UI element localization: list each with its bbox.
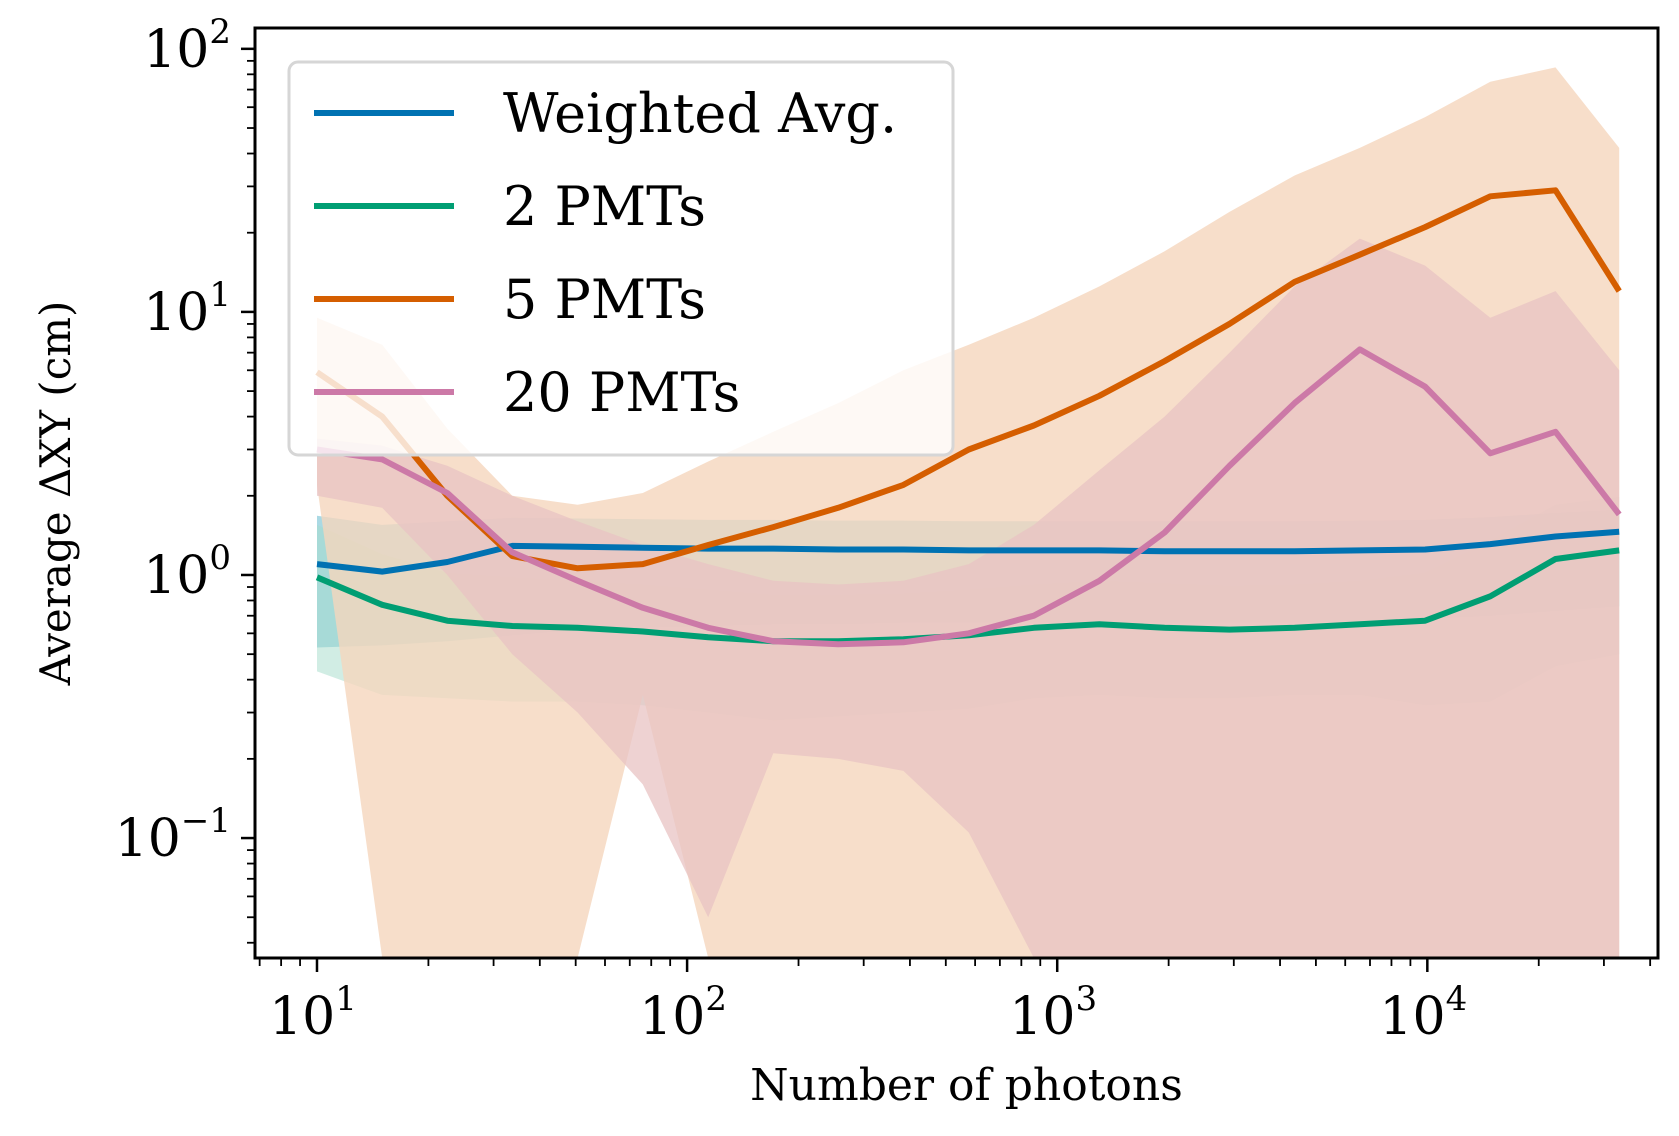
- band-20-pmts: [317, 238, 1620, 959]
- y-tick-label: 101: [143, 275, 231, 343]
- x-tick-label: 104: [1379, 979, 1467, 1047]
- x-tick-label: 101: [269, 979, 357, 1047]
- x-axis-label: Number of photons: [750, 1060, 1183, 1111]
- confidence-bands: [317, 67, 1620, 959]
- line-20-pmts: [316, 346, 1622, 648]
- y-tick-label: 102: [143, 12, 231, 80]
- series-lines: [315, 187, 1622, 648]
- legend-label: 2 PMTs: [503, 175, 706, 238]
- legend-label: 5 PMTs: [503, 268, 706, 331]
- legend-box: [287, 60, 955, 457]
- line-weighted-avg: [316, 528, 1620, 575]
- legend-label: 20 PMTs: [503, 361, 740, 424]
- x-tick-label: 102: [639, 979, 727, 1047]
- x-tick-label: 103: [1009, 979, 1097, 1047]
- plot-frame: [253, 26, 1660, 960]
- y-axis-label: Average ΔXY (cm): [31, 301, 80, 687]
- y-tick-label: 10−1: [115, 801, 231, 869]
- axis-ticks: 101 102 103 104 10−1 100 101 102: [115, 12, 1652, 1047]
- y-tick-label: 100: [143, 538, 231, 606]
- legend-label: Weighted Avg.: [503, 82, 897, 145]
- legend: Weighted Avg. 2 PMTs 5 PMTs 20 PMTs: [287, 60, 955, 457]
